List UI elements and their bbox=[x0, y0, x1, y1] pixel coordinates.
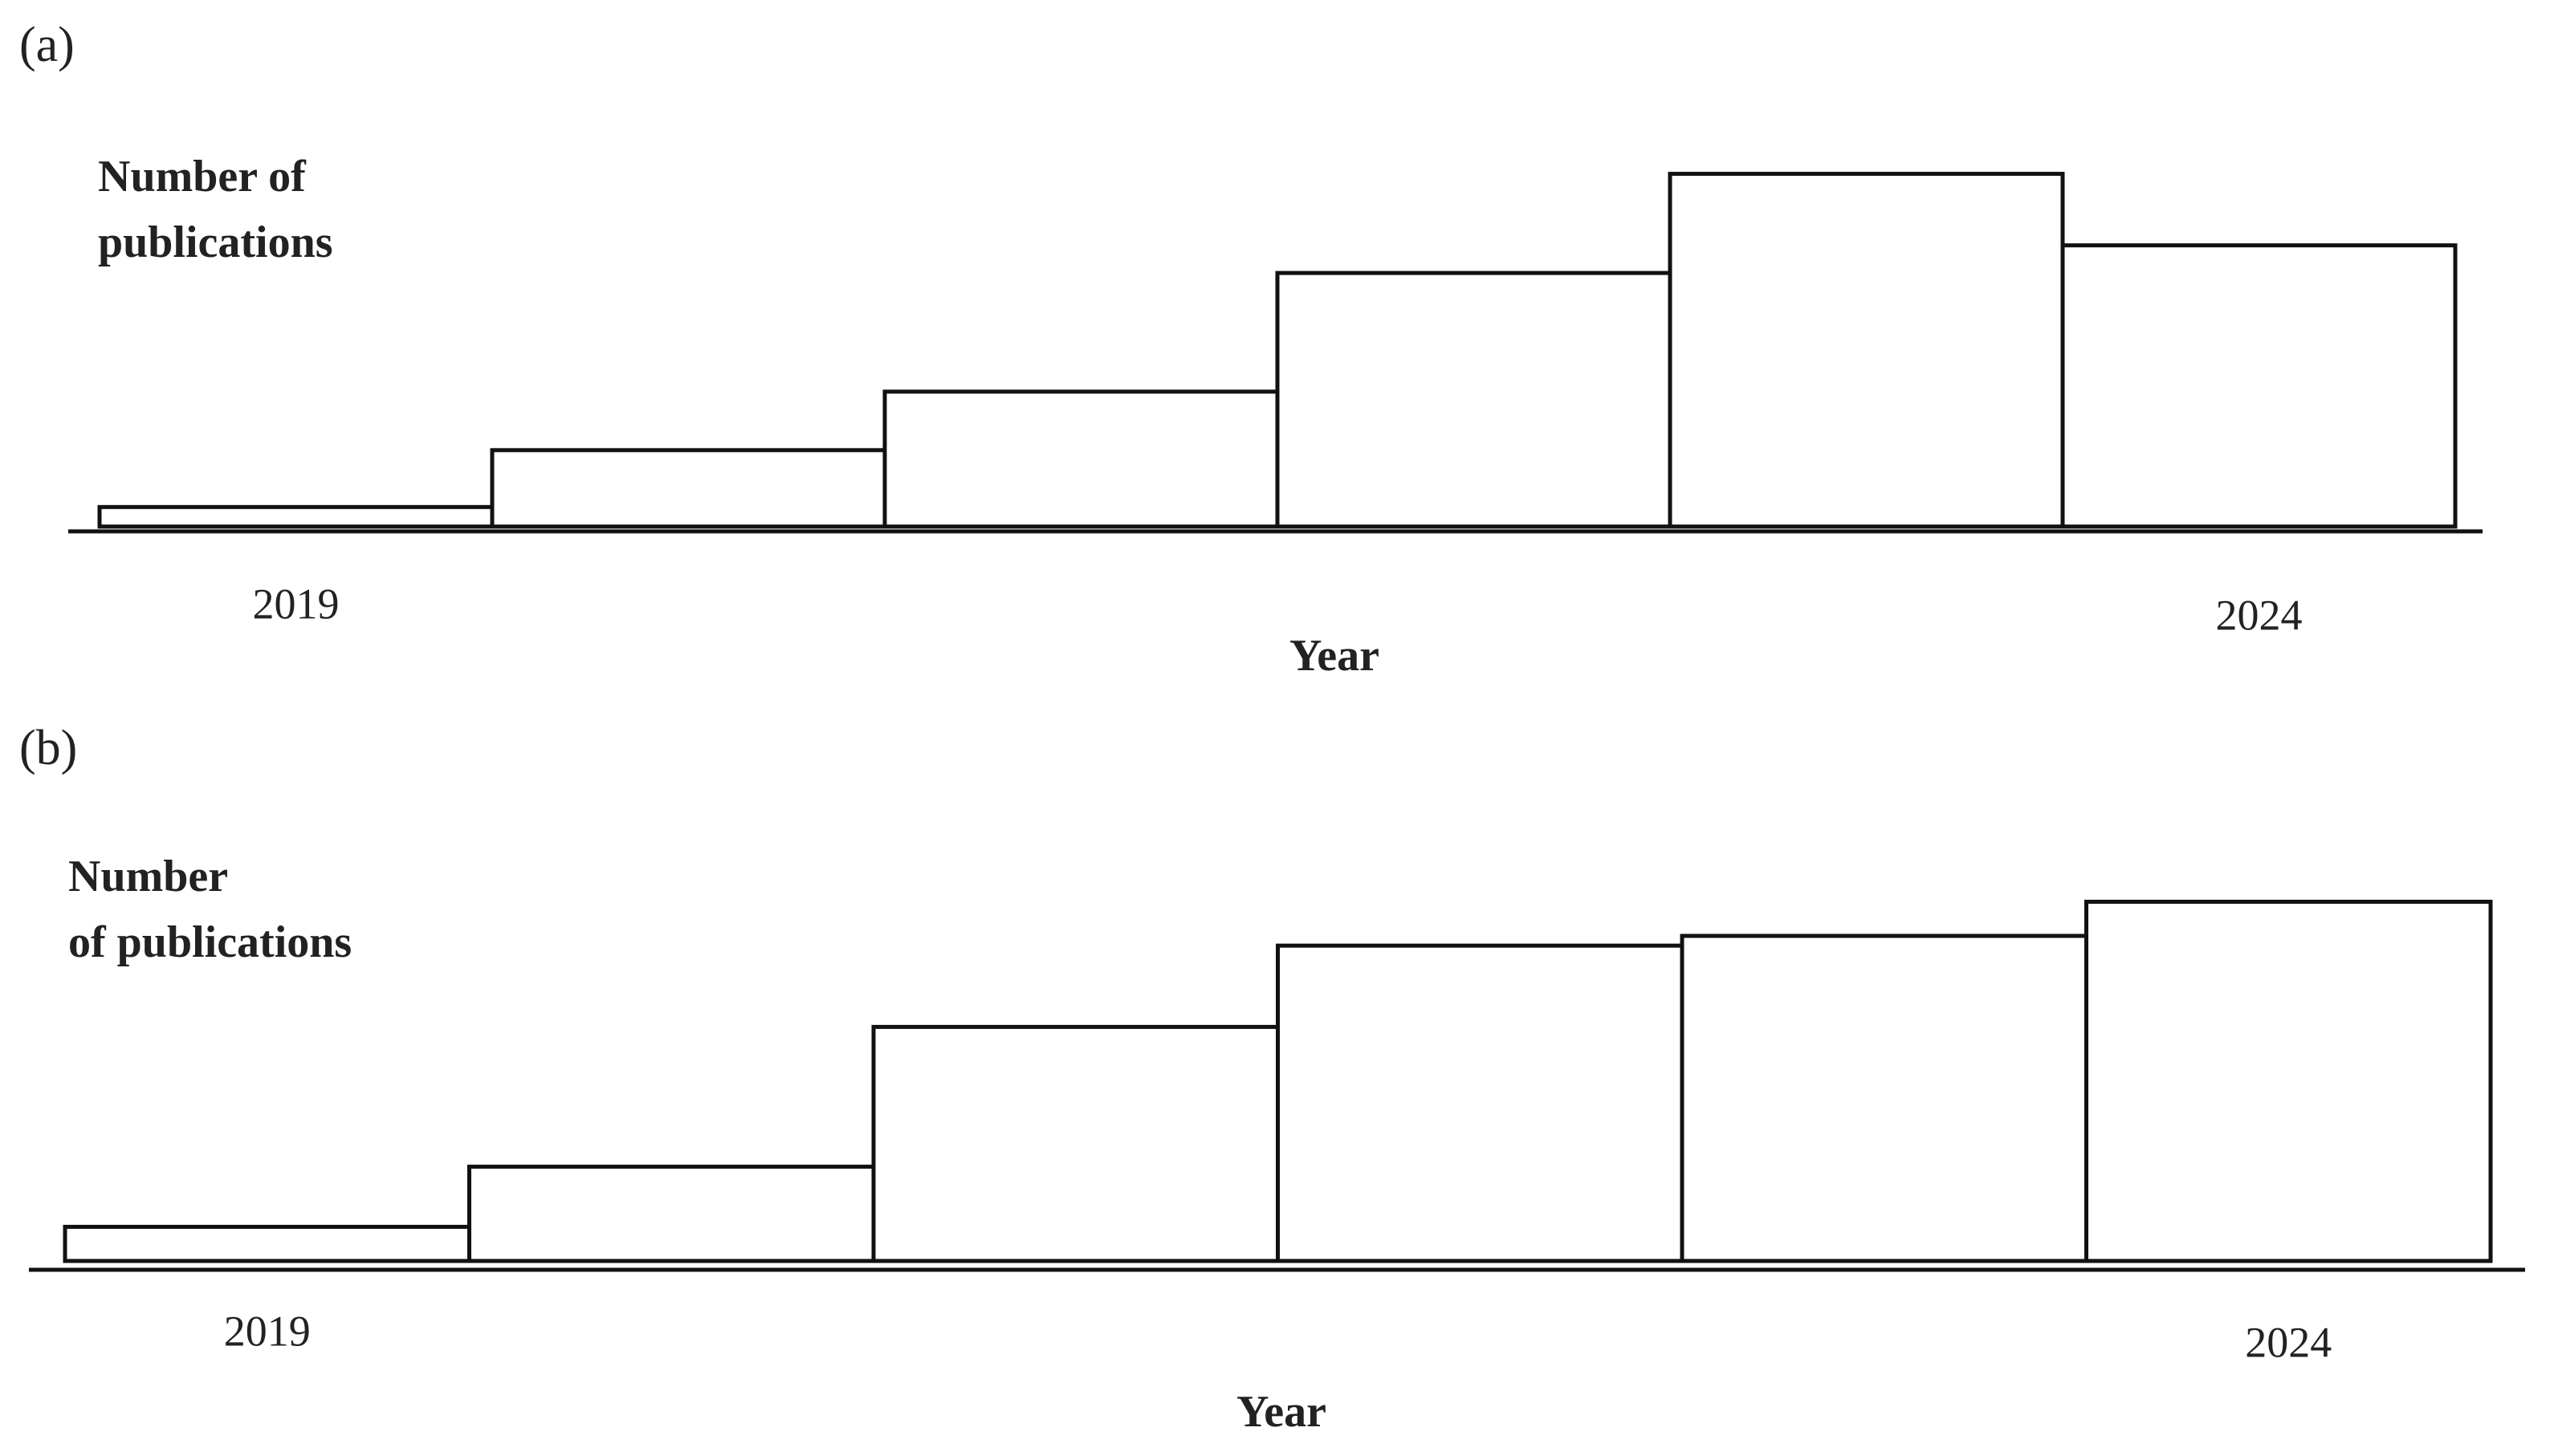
bar bbox=[2084, 899, 2493, 1263]
x-tick-label: 2024 bbox=[2216, 591, 2303, 639]
x-tick-label: 2024 bbox=[2245, 1318, 2332, 1366]
x-tick-label: 2019 bbox=[253, 580, 340, 628]
y-axis-label: of publications bbox=[68, 917, 352, 967]
x-tick-label: 2019 bbox=[224, 1307, 311, 1355]
x-axis-label: Year bbox=[1289, 631, 1379, 681]
y-axis-label: Number of bbox=[98, 152, 307, 201]
bar bbox=[490, 448, 887, 529]
y-axis-label: publications bbox=[98, 218, 333, 267]
bar bbox=[1275, 270, 1672, 529]
bar bbox=[1276, 943, 1684, 1263]
x-axis-label: Year bbox=[1236, 1387, 1326, 1437]
panel-label: (a) bbox=[19, 18, 75, 72]
bar bbox=[2060, 243, 2458, 529]
bar bbox=[1668, 172, 2065, 529]
bar bbox=[1680, 933, 2088, 1263]
bar bbox=[97, 505, 495, 529]
y-axis-label: Number bbox=[68, 852, 228, 901]
bar bbox=[871, 1024, 1280, 1263]
bar bbox=[63, 1224, 471, 1263]
panel-label: (b) bbox=[19, 721, 77, 775]
bar bbox=[882, 389, 1280, 529]
bar bbox=[467, 1165, 876, 1263]
